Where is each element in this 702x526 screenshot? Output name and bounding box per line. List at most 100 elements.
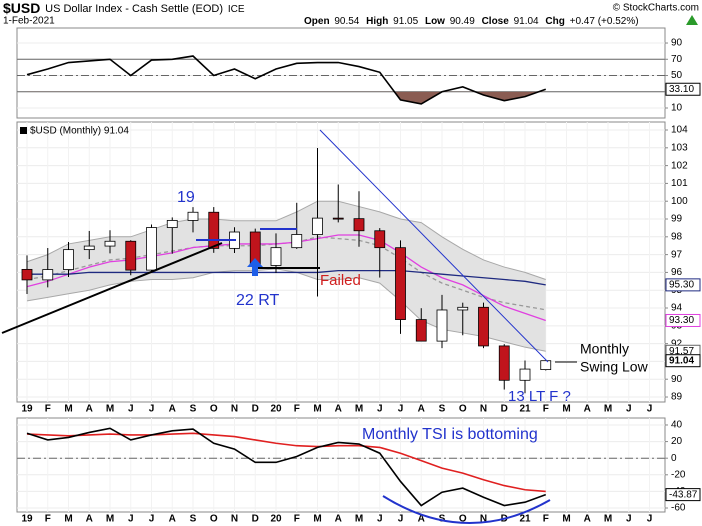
- y-tick-label: 102: [671, 160, 688, 171]
- candle-body: [519, 368, 531, 381]
- y-tick-label: 99: [671, 214, 683, 225]
- quote-label: Low: [425, 16, 445, 27]
- x-tick-label: D: [252, 404, 259, 415]
- panel-frame: [16, 27, 666, 119]
- y-tick-label: 50: [671, 70, 683, 81]
- x-tick-label: S: [439, 404, 446, 415]
- candle-body: [478, 306, 489, 347]
- trendline: [1, 242, 223, 334]
- x-tick-label: M: [106, 514, 114, 525]
- value-tag-label: 93.30: [669, 315, 694, 326]
- x-tick-label: 21: [519, 404, 531, 415]
- x-tick-label: O: [210, 404, 218, 415]
- x-tick-label: M: [64, 514, 72, 525]
- candle-body: [63, 249, 74, 270]
- y-tick-label: 98: [671, 231, 683, 242]
- moving-average: [27, 269, 546, 286]
- x-tick-label: J: [626, 514, 632, 525]
- annotation: Monthly: [580, 341, 629, 357]
- quote-label: Open: [304, 16, 330, 27]
- x-tick-label: F: [543, 514, 549, 525]
- y-tick-label: 101: [671, 178, 688, 189]
- x-tick-label: A: [584, 404, 591, 415]
- exchange: ICE: [228, 4, 245, 15]
- candle-body: [395, 247, 406, 320]
- x-tick-label: M: [562, 514, 570, 525]
- x-tick-label: 19: [21, 404, 33, 415]
- x-tick-label: A: [335, 514, 342, 525]
- value-tag-label: 91.04: [669, 355, 694, 366]
- quote-label: Chg: [545, 16, 564, 27]
- y-tick-label: -60: [671, 503, 686, 514]
- value-tag: [665, 313, 701, 327]
- candle-body: [208, 211, 220, 249]
- candle-body: [166, 220, 178, 228]
- value-tag: [665, 278, 701, 292]
- x-tick-label: D: [252, 514, 259, 525]
- x-tick-label: M: [355, 514, 363, 525]
- annotation: 19: [177, 189, 195, 206]
- y-tick-label: 20: [671, 436, 683, 447]
- x-tick-label: F: [45, 514, 51, 525]
- candle-body: [540, 360, 552, 371]
- quote-value: 90.54: [334, 16, 359, 27]
- candle-body: [436, 309, 448, 342]
- series-line: [26, 55, 547, 105]
- value-tag-label: 91.57: [669, 346, 694, 357]
- y-tick-label: 10: [671, 103, 683, 114]
- annotation: 13 LT F ?: [508, 388, 571, 405]
- candle-body: [21, 268, 33, 281]
- x-tick-label: F: [294, 404, 300, 415]
- annotations: 19 22 RT Failed 13 LT F ? Monthly Swing …: [1, 129, 649, 524]
- x-tick-label: A: [169, 514, 176, 525]
- y-tick-label: 92: [671, 338, 683, 349]
- candle-body: [415, 319, 427, 342]
- x-tick-label: M: [313, 404, 321, 415]
- down-trendline: [319, 129, 549, 363]
- x-tick-label: N: [231, 514, 238, 525]
- y-tick-label: 90: [671, 38, 683, 49]
- value-tag-label: 33.10: [669, 84, 694, 95]
- y-tick-label: 104: [671, 125, 688, 136]
- x-tick-label: 21: [519, 514, 531, 525]
- name: US Dollar Index - Cash Settle (EOD): [45, 3, 223, 15]
- quote-value: 91.05: [393, 16, 418, 27]
- x-tick-label: J: [128, 514, 134, 525]
- arrow-up: [247, 258, 263, 276]
- x-tick-label: M: [562, 404, 570, 415]
- candle-body: [374, 230, 386, 249]
- quote-value: 90.49: [450, 16, 475, 27]
- x-tick-label: 19: [21, 514, 33, 525]
- x-tick-label: O: [459, 514, 467, 525]
- y-tick-label: 0: [671, 453, 677, 464]
- x-tick-label: J: [398, 514, 404, 525]
- x-tick-label: N: [231, 404, 238, 415]
- bottoming-arc: [382, 495, 551, 524]
- quote-value: 91.04: [514, 16, 539, 27]
- value-tag: [665, 82, 701, 96]
- band-upper: [26, 200, 546, 281]
- band-lower: [26, 268, 546, 352]
- candle-body: [353, 218, 365, 232]
- oversold-area: [394, 91, 539, 104]
- candle-body: [291, 234, 303, 249]
- y-tick-label: 96: [671, 267, 683, 278]
- quote-label: Close: [482, 16, 510, 27]
- y-tick-label: 90: [671, 374, 683, 385]
- annotation: Failed: [320, 272, 361, 289]
- up-icon: [686, 15, 698, 25]
- candle-body: [104, 240, 116, 247]
- x-tick-label: J: [149, 404, 155, 415]
- candle-body: [457, 306, 469, 311]
- quote-value: +0.47 (+0.52%): [570, 16, 639, 27]
- series-line: [26, 432, 546, 493]
- value-tag-label: 95.30: [669, 280, 694, 291]
- x-tick-label: S: [190, 514, 197, 525]
- candle-body: [312, 217, 323, 235]
- value-tag-label: -43.87: [669, 489, 698, 500]
- symbol: $USD: [3, 0, 40, 16]
- x-tick-label: M: [313, 514, 321, 525]
- x-tick-label: S: [190, 404, 197, 415]
- candle-body: [125, 240, 137, 271]
- x-tick-label: A: [418, 404, 425, 415]
